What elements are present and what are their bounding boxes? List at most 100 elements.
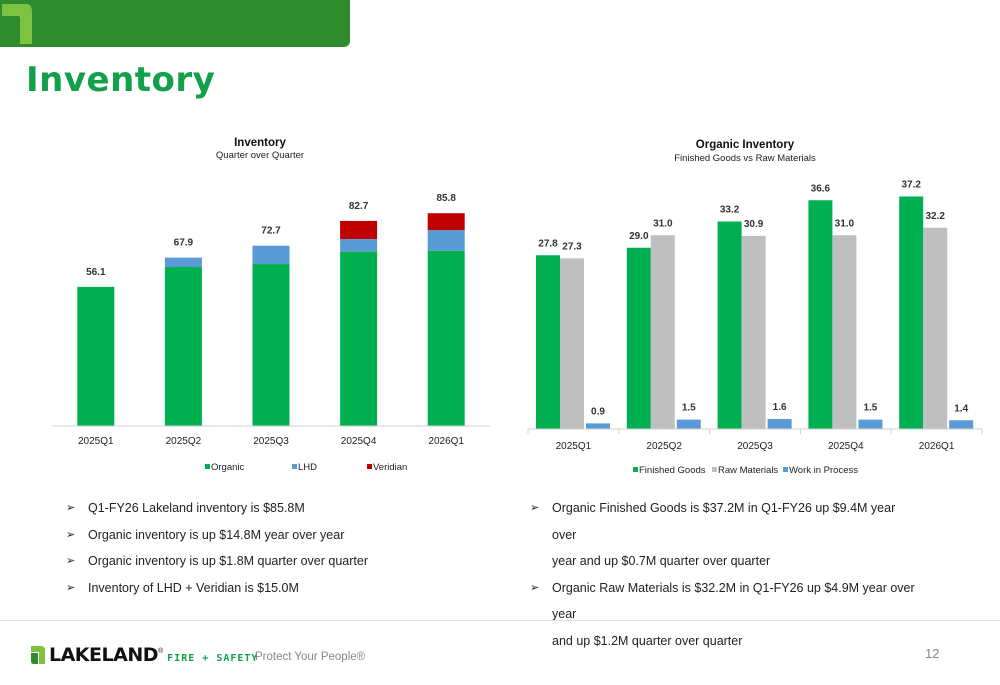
bullet-text: year and up $0.7M quarter over quarter [552,554,771,568]
bullet-text: and up $1.2M quarter over quarter [552,633,743,648]
lakeland-leaf-icon [31,646,45,664]
bullet-list-left: ➢ Q1-FY26 Lakeland inventory is $85.8M ➢ O… [66,495,486,601]
arrow-bullet-icon: ➢ [66,555,76,567]
list-item: ➢ Inventory of LHD + Veridian is $15.0M [66,575,486,602]
data-label: 27.3 [562,241,582,252]
bar-finished-goods-2026Q1 [899,196,924,429]
bar-organic-2025Q3 [252,264,290,426]
bar-work-in-process-2025Q4 [858,419,883,429]
bar-work-in-process-2025Q2 [676,419,701,429]
legend-swatch-finished-goods [633,467,638,472]
x-tick-label: 2025Q4 [341,436,377,447]
bar-finished-goods-2025Q3 [717,221,742,429]
bullet-text: Organic inventory is up $14.8M year over… [88,527,345,542]
data-label: 0.9 [591,406,605,417]
list-item: ➢ Organic Raw Materials is $32.2M in Q1-F… [530,575,920,628]
page-title: Inventory [26,60,216,100]
data-label: 1.4 [954,403,968,414]
bullet-list-right: ➢ Organic Finished Goods is $37.2M in Q1-… [530,495,920,654]
list-item: ➢ Organic Finished Goods is $37.2M in Q1-… [530,495,920,548]
bar-raw-materials-2025Q4 [832,235,857,429]
bar-lhd-2025Q2 [164,257,202,268]
list-item: ➢ Organic inventory is up $1.8M quarter o… [66,548,486,575]
bar-finished-goods-2025Q4 [808,200,833,429]
chart-subtitle: Quarter over Quarter [216,150,304,161]
legend-label: Work in Process [789,465,858,476]
legend-label: LHD [298,462,317,473]
header-banner [0,0,350,47]
data-label: 85.8 [436,193,456,204]
data-label: 1.5 [682,403,696,414]
x-tick-label: 2025Q1 [556,441,592,452]
bullet-text: Q1-FY26 Lakeland inventory is $85.8M [88,501,305,515]
logo-wordmark: LAKELAND [49,644,159,666]
bar-work-in-process-2025Q1 [586,423,610,429]
page-number: 12 [925,646,940,661]
bullet-text: Organic Raw Materials is $32.2M in Q1-FY… [552,580,915,622]
list-item: ➢ Organic inventory is up $14.8M year ove… [66,522,486,549]
bullet-text: Inventory of LHD + Veridian is $15.0M [88,580,299,595]
x-tick-label: 2025Q3 [737,441,773,452]
bar-raw-materials-2026Q1 [923,227,948,429]
data-label: 67.9 [174,238,194,249]
data-label: 32.2 [925,211,945,222]
organic-inventory-chart: Organic Inventory Finished Goods vs Raw M… [520,128,990,483]
bar-raw-materials-2025Q3 [741,235,766,429]
x-tick-label: 2025Q2 [646,441,682,452]
arrow-bullet-icon: ➢ [66,528,76,541]
bar-lhd-2025Q4 [340,239,378,252]
data-label: 27.8 [538,238,558,249]
chart-title: Inventory [234,137,286,149]
bar-lhd-2026Q1 [427,230,465,251]
data-label: 72.7 [261,226,281,237]
data-label: 31.0 [835,218,855,229]
data-label: 31.0 [653,218,673,229]
legend-swatch-lhd [292,464,297,469]
x-tick-label: 2025Q3 [253,436,289,447]
data-label: 36.6 [811,183,831,194]
data-label: 82.7 [349,201,369,212]
arrow-bullet-icon: ➢ [530,581,540,594]
x-tick-label: 2025Q2 [166,436,202,447]
inventory-chart: Inventory Quarter over Quarter 56.1 2025Q1 6… [40,128,500,478]
legend-label: Organic [211,462,245,473]
legend-label: Finished Goods [639,465,706,476]
bar-work-in-process-2026Q1 [949,420,974,429]
bar-finished-goods-2025Q2 [626,247,651,429]
legend-label: Veridian [373,462,407,473]
legend-label: Raw Materials [718,465,778,476]
bar-organic-2025Q4 [340,251,378,426]
bar-veridian-2025Q4 [340,220,378,240]
list-item-continuation: and up $1.2M quarter over quarter [530,628,920,655]
bar-raw-materials-2025Q2 [650,235,675,429]
lakeland-leaf-icon [2,4,32,44]
data-label: 1.6 [773,402,787,413]
data-label: 33.2 [720,205,740,216]
logo-subtitle: FIRE + SAFETY [167,652,259,664]
organic-inventory-chart-svg: Organic Inventory Finished Goods vs Raw M… [527,139,983,476]
x-tick-label: 2026Q1 [428,436,464,447]
data-label: 37.2 [901,180,921,191]
legend-swatch-veridian [367,464,372,469]
bullet-text: Organic inventory is up $1.8M quarter ov… [88,554,368,568]
arrow-bullet-icon: ➢ [66,581,76,594]
footer-logo: LAKELAND ® FIRE + SAFETY [30,644,258,666]
list-item-continuation: year and up $0.7M quarter over quarter [530,548,920,575]
data-label: 1.5 [863,403,877,414]
legend-swatch-organic [205,464,210,469]
chart-title: Organic Inventory [696,139,795,151]
registered-mark: ® [158,647,164,655]
x-tick-label: 2025Q1 [78,436,114,447]
footer-tagline: Protect Your People® [255,651,366,663]
x-tick-label: 2025Q4 [828,441,864,452]
bar-organic-2025Q2 [164,267,202,426]
legend-swatch-work-in-process [783,467,788,472]
bar-organic-2025Q1 [77,286,115,426]
arrow-bullet-icon: ➢ [530,502,540,514]
bar-lhd-2025Q3 [252,245,290,265]
bar-finished-goods-2025Q1 [536,255,560,429]
bar-raw-materials-2025Q1 [560,258,584,429]
bar-organic-2026Q1 [427,250,465,426]
list-item: ➢ Q1-FY26 Lakeland inventory is $85.8M [66,495,486,522]
